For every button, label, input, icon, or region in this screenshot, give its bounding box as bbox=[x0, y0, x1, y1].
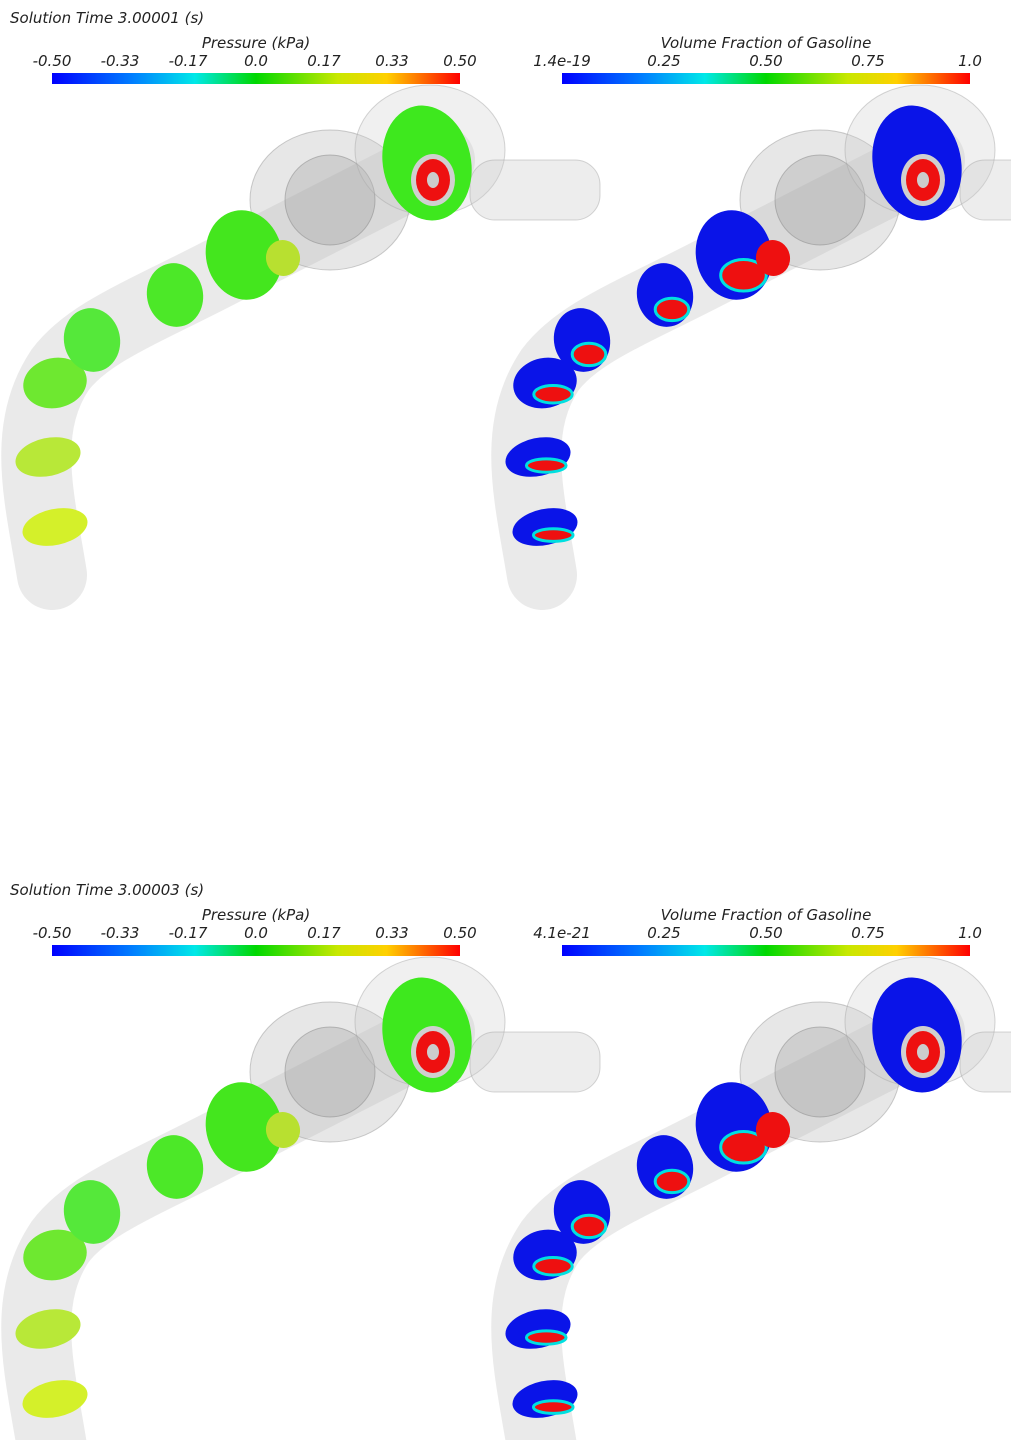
outlet-pipe bbox=[960, 160, 1011, 220]
colorbar-tick-label: 0.50 bbox=[443, 52, 476, 70]
solution-time: Solution Time 3.00003 (s) bbox=[10, 881, 204, 899]
panel: Solution Time 3.00001 (s)Pressure (kPa)-… bbox=[10, 9, 1011, 575]
colorbar-tick-label: 0.33 bbox=[375, 924, 408, 942]
panel: Solution Time 3.00003 (s)Pressure (kPa)-… bbox=[10, 881, 1011, 1440]
outlet-pipe bbox=[960, 1032, 1011, 1092]
colorbar-title: Pressure (kPa) bbox=[202, 34, 310, 52]
gasoline-region bbox=[533, 529, 573, 542]
colorbar-tick-label: 1.0 bbox=[958, 924, 982, 942]
colorbar-tick-label: 0.75 bbox=[851, 52, 884, 70]
gasoline-region bbox=[655, 1170, 689, 1192]
gasoline-region bbox=[526, 459, 566, 472]
colorbar-tick-label: -0.33 bbox=[101, 924, 140, 942]
colorbar-tick-label: 0.75 bbox=[851, 924, 884, 942]
colorbar-tick-label: 0.25 bbox=[647, 924, 680, 942]
colorbar-tick-label: -0.50 bbox=[33, 52, 72, 70]
pipe-scene bbox=[502, 957, 1011, 1440]
valve-core bbox=[427, 1044, 439, 1060]
colorbar-tick-label: 0.0 bbox=[244, 52, 268, 70]
gasoline-region bbox=[572, 343, 606, 365]
outlet-pipe bbox=[470, 160, 600, 220]
colorbar-tick-label: 0.50 bbox=[443, 924, 476, 942]
colorbar-tick-label: 0.50 bbox=[749, 924, 782, 942]
colorbar-tick-label: 1.0 bbox=[958, 52, 982, 70]
colorbar-title: Volume Fraction of Gasoline bbox=[661, 34, 872, 52]
colorbar-tick-label: 1.4e-19 bbox=[533, 52, 591, 70]
colorbar bbox=[52, 945, 460, 956]
colorbar-tick-label: 0.17 bbox=[307, 52, 341, 70]
colorbar-tick-label: 0.50 bbox=[749, 52, 782, 70]
solution-time: Solution Time 3.00001 (s) bbox=[10, 9, 204, 27]
outlet-pipe bbox=[470, 1032, 600, 1092]
pipe-scene bbox=[502, 85, 1011, 575]
gasoline-region bbox=[526, 1331, 566, 1344]
colorbar bbox=[562, 73, 970, 84]
colorbar-tick-label: 0.33 bbox=[375, 52, 408, 70]
screenshot: Solution Time 3.00001 (s)Pressure (kPa)-… bbox=[0, 0, 1011, 1440]
gasoline-region bbox=[534, 386, 572, 404]
colorbar bbox=[52, 73, 460, 84]
colorbar-title: Volume Fraction of Gasoline bbox=[661, 906, 872, 924]
colorbar-tick-label: 0.25 bbox=[647, 52, 680, 70]
colorbar-title: Pressure (kPa) bbox=[202, 906, 310, 924]
colorbar-tick-label: 0.0 bbox=[244, 924, 268, 942]
gasoline-region bbox=[533, 1401, 573, 1414]
valve-core bbox=[427, 172, 439, 188]
colorbar-tick-label: -0.17 bbox=[169, 924, 208, 942]
colorbar bbox=[562, 945, 970, 956]
valve-core bbox=[917, 172, 929, 188]
colorbar-tick-label: 0.17 bbox=[307, 924, 341, 942]
colorbar-tick-label: -0.33 bbox=[101, 52, 140, 70]
gasoline-region bbox=[572, 1215, 606, 1237]
gasoline-region bbox=[655, 298, 689, 320]
colorbar-tick-label: -0.17 bbox=[169, 52, 208, 70]
colorbar-tick-label: -0.50 bbox=[33, 924, 72, 942]
colorbar-tick-label: 4.1e-21 bbox=[533, 924, 591, 942]
gasoline-region bbox=[534, 1258, 572, 1276]
valve-core bbox=[917, 1044, 929, 1060]
